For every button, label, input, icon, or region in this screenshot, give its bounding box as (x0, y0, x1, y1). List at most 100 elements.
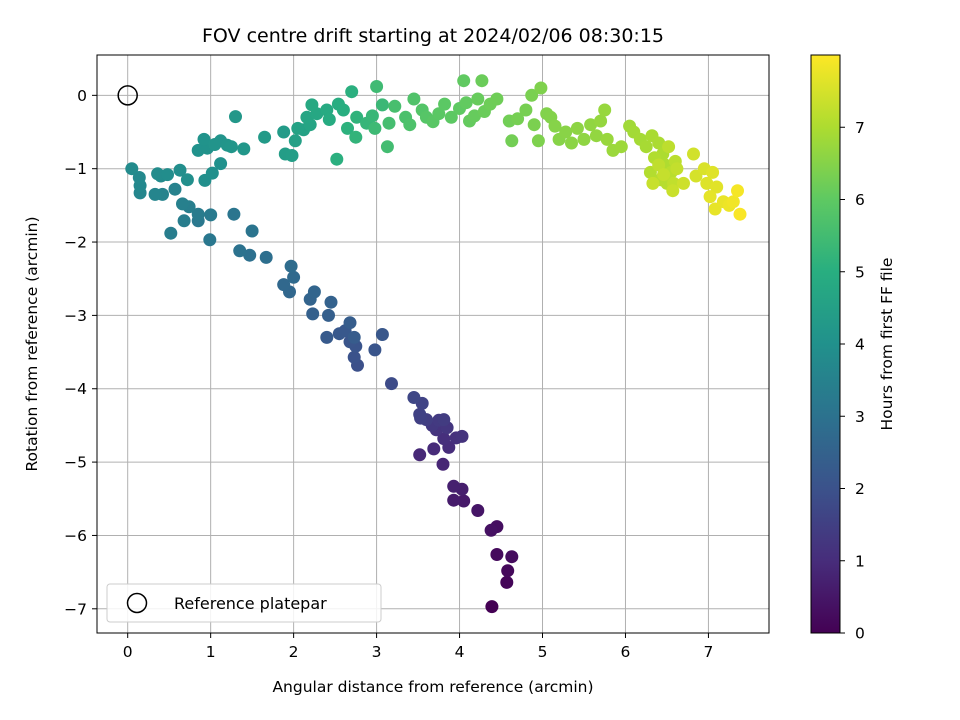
colorbar-tick-label: 0 (855, 625, 865, 643)
data-point (375, 328, 389, 341)
data-point (657, 168, 671, 182)
data-point (203, 233, 217, 247)
data-point (505, 550, 519, 564)
data-point (227, 207, 241, 221)
data-point (180, 173, 194, 187)
y-tick-label: −1 (64, 160, 87, 178)
data-point (614, 140, 628, 154)
data-point (413, 407, 427, 421)
data-point (370, 80, 384, 93)
data-point (177, 214, 191, 228)
data-point (706, 165, 720, 179)
y-tick-label: −5 (64, 454, 87, 472)
data-point (548, 119, 562, 133)
data-point (565, 136, 578, 150)
data-point (345, 85, 359, 99)
data-point (380, 140, 394, 154)
x-tick-label: 1 (206, 643, 216, 661)
data-point (703, 190, 717, 204)
data-point (368, 343, 382, 357)
colorbar: 0 1 2 3 4 5 6 7 Hours from first FF file (810, 54, 896, 643)
data-point (259, 250, 273, 264)
data-point (350, 110, 364, 124)
data-point (224, 140, 238, 154)
data-point (245, 224, 259, 238)
data-point (459, 96, 473, 110)
colorbar-label: Hours from first FF file (878, 258, 896, 431)
data-point (700, 176, 714, 190)
plot-frame (96, 54, 770, 634)
y-axis-label: Rotation from reference (arcmin) (23, 216, 41, 471)
data-point (589, 129, 603, 143)
data-point (197, 132, 211, 146)
y-tick-label: −6 (64, 527, 87, 545)
data-point (365, 109, 379, 123)
data-point (322, 308, 335, 322)
data-point (322, 113, 336, 126)
data-point (559, 125, 573, 139)
colorbar-tick-label: 2 (855, 480, 865, 498)
data-point (277, 125, 291, 139)
data-point (407, 391, 421, 404)
legend-box (106, 583, 382, 623)
data-point (594, 114, 608, 128)
data-point (285, 149, 299, 162)
data-points (125, 74, 747, 614)
legend-entry-reference-platepar: Reference platepar (174, 594, 327, 613)
data-point (164, 226, 178, 240)
data-point (427, 442, 441, 456)
data-point (438, 97, 452, 111)
data-point (403, 118, 417, 132)
data-point (191, 207, 205, 221)
data-point (662, 140, 676, 154)
data-point (525, 88, 539, 102)
data-point (229, 110, 242, 124)
data-point (600, 132, 614, 146)
x-tick-label: 0 (123, 643, 133, 661)
data-point (288, 134, 302, 148)
data-point (347, 330, 361, 344)
x-axis-label: Angular distance from reference (arcmin) (272, 678, 593, 696)
data-point (457, 494, 471, 508)
y-tick-label: −3 (64, 307, 87, 325)
legend-reference-marker (126, 592, 148, 614)
data-point (501, 564, 515, 578)
data-point (305, 98, 319, 112)
y-axis-ticks: 0 −1 −2 −3 −4 −5 −6 −7 (64, 87, 97, 618)
data-point (307, 285, 321, 299)
data-point (233, 244, 247, 258)
data-point (432, 107, 446, 121)
data-point (444, 110, 458, 124)
data-point (666, 184, 680, 198)
data-point (368, 121, 382, 135)
data-point (447, 479, 461, 493)
data-point (733, 207, 747, 221)
data-point (670, 162, 684, 176)
data-point (277, 278, 291, 292)
data-point (148, 187, 162, 201)
data-point (320, 330, 334, 344)
data-point (375, 98, 389, 112)
data-point (455, 429, 469, 443)
data-point (687, 147, 700, 161)
data-point (382, 116, 396, 130)
data-point (731, 184, 744, 198)
data-point (531, 134, 545, 148)
colorbar-tick-label: 7 (855, 119, 865, 137)
data-point (336, 103, 350, 117)
data-point (471, 92, 485, 106)
data-point (652, 136, 666, 150)
data-point (287, 270, 301, 284)
y-tick-label: 0 (77, 87, 87, 105)
data-point (349, 130, 363, 144)
x-tick-label: 3 (372, 643, 382, 661)
colorbar-tick-label: 5 (855, 263, 865, 281)
chart-title: FOV centre drift starting at 2024/02/06 … (202, 25, 664, 47)
data-point (343, 316, 357, 330)
data-point (284, 259, 298, 273)
data-point (490, 548, 504, 561)
data-point (300, 110, 314, 124)
data-point (436, 457, 450, 471)
data-point (306, 307, 320, 321)
data-point (132, 171, 146, 184)
